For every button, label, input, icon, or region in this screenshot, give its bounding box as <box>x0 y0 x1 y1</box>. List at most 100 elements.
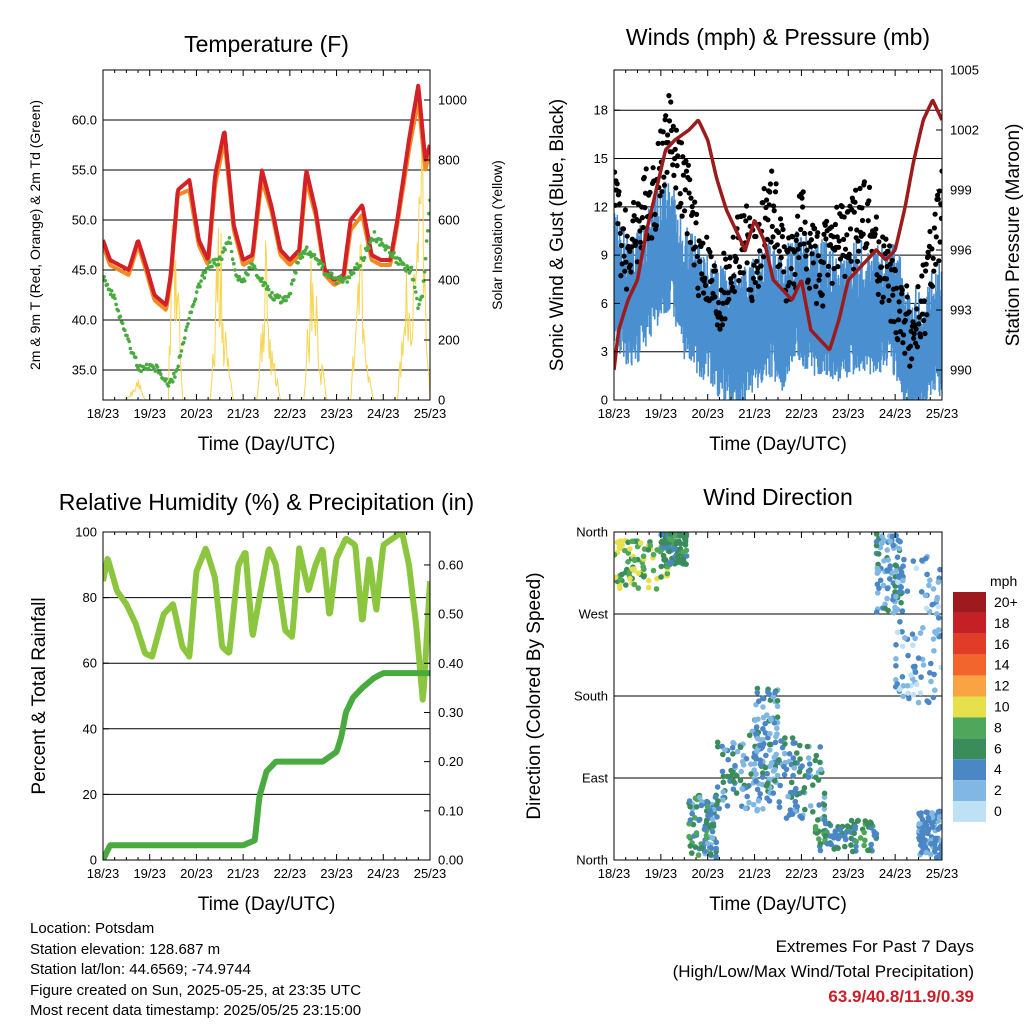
direction-point <box>704 803 711 810</box>
series-point <box>861 179 868 185</box>
direction-point <box>776 799 782 805</box>
direction-point <box>873 542 880 549</box>
direction-point <box>904 683 911 689</box>
direction-point <box>835 832 842 839</box>
series-point <box>358 264 363 268</box>
series-point <box>123 328 127 333</box>
series-point <box>769 223 775 230</box>
direction-point <box>768 760 775 766</box>
series-point <box>855 238 861 244</box>
series-point <box>824 218 830 224</box>
series-point <box>671 172 677 178</box>
series-point <box>683 168 690 174</box>
direction-point <box>885 557 891 563</box>
x-tick-label: 25/23 <box>414 406 447 421</box>
y2-tick-label: 0.20 <box>438 754 463 769</box>
direction-point <box>918 674 924 680</box>
y-tick-label: 0 <box>90 853 97 868</box>
series-point <box>109 289 114 293</box>
series-point <box>825 263 832 269</box>
direction-point <box>936 808 942 815</box>
series-point <box>229 249 234 254</box>
direction-point <box>851 830 857 837</box>
series-point <box>700 240 706 246</box>
direction-point <box>647 542 654 549</box>
series-point <box>761 186 767 192</box>
direction-point <box>822 833 828 839</box>
series-point <box>194 290 199 294</box>
series-point <box>921 317 927 324</box>
direction-point <box>862 818 869 824</box>
direction-point <box>920 625 926 631</box>
direction-point <box>704 840 711 847</box>
series-point <box>663 113 669 119</box>
direction-point <box>794 750 800 756</box>
direction-point <box>623 582 629 588</box>
direction-point <box>732 762 738 769</box>
series-point <box>796 255 802 261</box>
series-point <box>655 140 661 147</box>
series-point <box>895 337 901 343</box>
series-point <box>819 292 825 298</box>
series-point <box>128 346 133 351</box>
series-point <box>631 199 637 206</box>
y2-tick-label: 1005 <box>950 63 979 78</box>
series-point <box>614 169 618 175</box>
series-point <box>636 218 642 224</box>
direction-point <box>781 763 787 770</box>
series-point <box>733 256 740 262</box>
series-point <box>272 298 276 302</box>
series-point <box>776 229 782 236</box>
direction-point <box>709 828 716 835</box>
series-point <box>736 278 742 284</box>
series-point <box>624 233 630 239</box>
series-point <box>409 265 414 270</box>
y2-tick-label: 0.30 <box>438 705 463 720</box>
series-point <box>103 278 107 283</box>
direction-point <box>792 760 798 766</box>
series-point <box>789 234 796 240</box>
series-point <box>802 219 808 225</box>
series-point <box>666 93 672 99</box>
series-point <box>760 200 766 206</box>
direction-point <box>722 747 728 753</box>
direction-point <box>909 631 916 637</box>
direction-point <box>810 782 816 788</box>
direction-point <box>810 809 816 815</box>
direction-point <box>753 771 759 777</box>
series-point <box>749 297 755 304</box>
y2-tick-label: 993 <box>950 303 972 318</box>
series-point <box>694 253 700 260</box>
direction-point <box>724 773 731 780</box>
y2-tick-label: 996 <box>950 243 972 258</box>
series-point <box>649 235 655 241</box>
series-point <box>766 202 772 208</box>
series-point <box>221 250 225 254</box>
direction-point <box>746 732 753 739</box>
direction-point <box>915 699 922 706</box>
series-point <box>938 201 942 207</box>
x-tick-label: 22/23 <box>274 866 307 881</box>
series-point <box>716 300 722 306</box>
series-point <box>890 292 896 298</box>
direction-point <box>910 691 917 698</box>
series-point <box>424 239 429 243</box>
series-point <box>846 251 852 257</box>
series-point <box>779 222 785 228</box>
direction-point <box>884 585 891 592</box>
y-tick-label: 40.0 <box>72 313 97 328</box>
extremes-title: Extremes For Past 7 Days <box>775 937 974 956</box>
legend-label: 20+ <box>994 594 1018 610</box>
series-point <box>730 284 736 290</box>
direction-point <box>614 574 619 581</box>
series-point <box>618 273 624 279</box>
direction-point <box>797 742 803 749</box>
direction-point <box>781 750 788 757</box>
series-group <box>103 83 430 400</box>
y-tick-label: 12 <box>594 199 608 214</box>
series-group <box>103 532 430 860</box>
direction-point <box>853 843 859 850</box>
direction-point <box>695 852 702 858</box>
direction-point <box>757 791 763 797</box>
series-point <box>619 242 625 249</box>
